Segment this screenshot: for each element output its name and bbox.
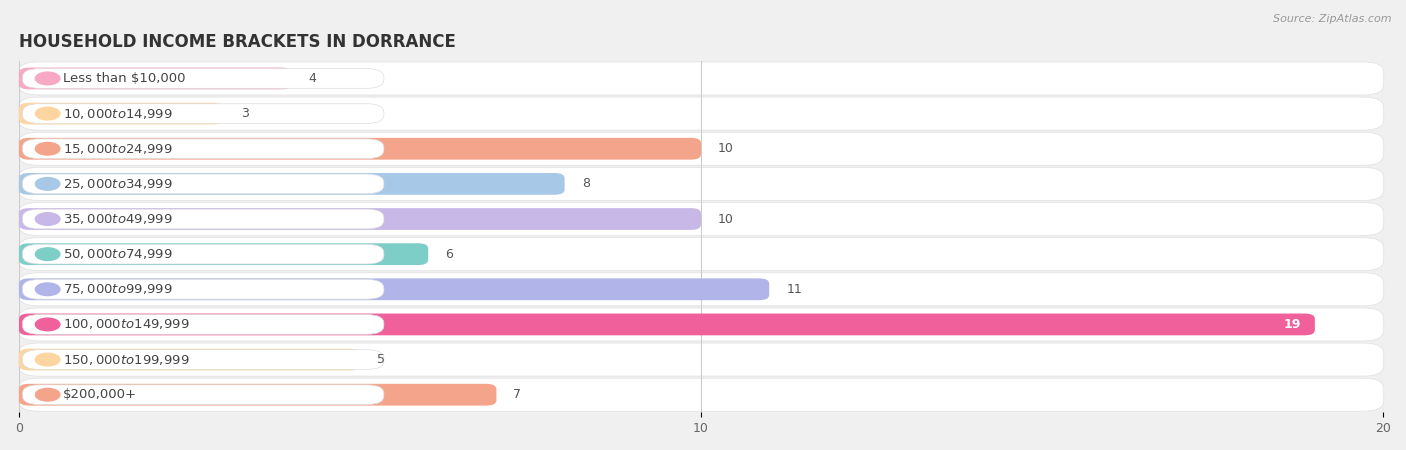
Text: 19: 19	[1284, 318, 1301, 331]
FancyBboxPatch shape	[20, 384, 496, 405]
FancyBboxPatch shape	[20, 173, 565, 195]
FancyBboxPatch shape	[22, 104, 384, 123]
Text: $75,000 to $99,999: $75,000 to $99,999	[63, 282, 173, 296]
Circle shape	[35, 353, 60, 366]
Text: HOUSEHOLD INCOME BRACKETS IN DORRANCE: HOUSEHOLD INCOME BRACKETS IN DORRANCE	[20, 33, 456, 51]
Circle shape	[35, 142, 60, 155]
FancyBboxPatch shape	[20, 243, 429, 265]
Text: 4: 4	[309, 72, 316, 85]
FancyBboxPatch shape	[20, 208, 702, 230]
FancyBboxPatch shape	[22, 139, 384, 158]
Circle shape	[35, 388, 60, 401]
Text: $15,000 to $24,999: $15,000 to $24,999	[63, 142, 173, 156]
Circle shape	[35, 283, 60, 296]
FancyBboxPatch shape	[22, 279, 384, 299]
Text: 8: 8	[582, 177, 589, 190]
FancyBboxPatch shape	[18, 308, 1384, 341]
Text: $10,000 to $14,999: $10,000 to $14,999	[63, 107, 173, 121]
FancyBboxPatch shape	[18, 343, 1384, 376]
FancyBboxPatch shape	[18, 202, 1384, 235]
Text: $25,000 to $34,999: $25,000 to $34,999	[63, 177, 173, 191]
FancyBboxPatch shape	[20, 68, 292, 90]
Circle shape	[35, 213, 60, 225]
Text: Less than $10,000: Less than $10,000	[63, 72, 186, 85]
Text: $100,000 to $149,999: $100,000 to $149,999	[63, 317, 190, 332]
FancyBboxPatch shape	[20, 314, 1315, 335]
FancyBboxPatch shape	[22, 244, 384, 264]
Text: $200,000+: $200,000+	[63, 388, 138, 401]
FancyBboxPatch shape	[20, 279, 769, 300]
FancyBboxPatch shape	[22, 209, 384, 229]
FancyBboxPatch shape	[20, 138, 702, 160]
Text: 6: 6	[446, 248, 453, 261]
FancyBboxPatch shape	[18, 62, 1384, 95]
FancyBboxPatch shape	[22, 385, 384, 405]
Text: 5: 5	[377, 353, 385, 366]
FancyBboxPatch shape	[22, 174, 384, 194]
FancyBboxPatch shape	[18, 132, 1384, 165]
FancyBboxPatch shape	[20, 349, 360, 370]
Circle shape	[35, 248, 60, 261]
FancyBboxPatch shape	[18, 273, 1384, 306]
FancyBboxPatch shape	[18, 238, 1384, 270]
Text: 11: 11	[786, 283, 801, 296]
Circle shape	[35, 178, 60, 190]
Text: 3: 3	[240, 107, 249, 120]
FancyBboxPatch shape	[18, 97, 1384, 130]
FancyBboxPatch shape	[18, 167, 1384, 200]
Text: 10: 10	[718, 142, 734, 155]
FancyBboxPatch shape	[22, 68, 384, 88]
FancyBboxPatch shape	[22, 350, 384, 369]
Text: $50,000 to $74,999: $50,000 to $74,999	[63, 247, 173, 261]
Circle shape	[35, 72, 60, 85]
FancyBboxPatch shape	[20, 103, 224, 125]
Text: Source: ZipAtlas.com: Source: ZipAtlas.com	[1274, 14, 1392, 23]
Text: 10: 10	[718, 212, 734, 225]
FancyBboxPatch shape	[22, 315, 384, 334]
FancyBboxPatch shape	[18, 378, 1384, 411]
Text: 7: 7	[513, 388, 522, 401]
Text: $150,000 to $199,999: $150,000 to $199,999	[63, 352, 190, 367]
Circle shape	[35, 318, 60, 331]
Text: $35,000 to $49,999: $35,000 to $49,999	[63, 212, 173, 226]
Circle shape	[35, 107, 60, 120]
